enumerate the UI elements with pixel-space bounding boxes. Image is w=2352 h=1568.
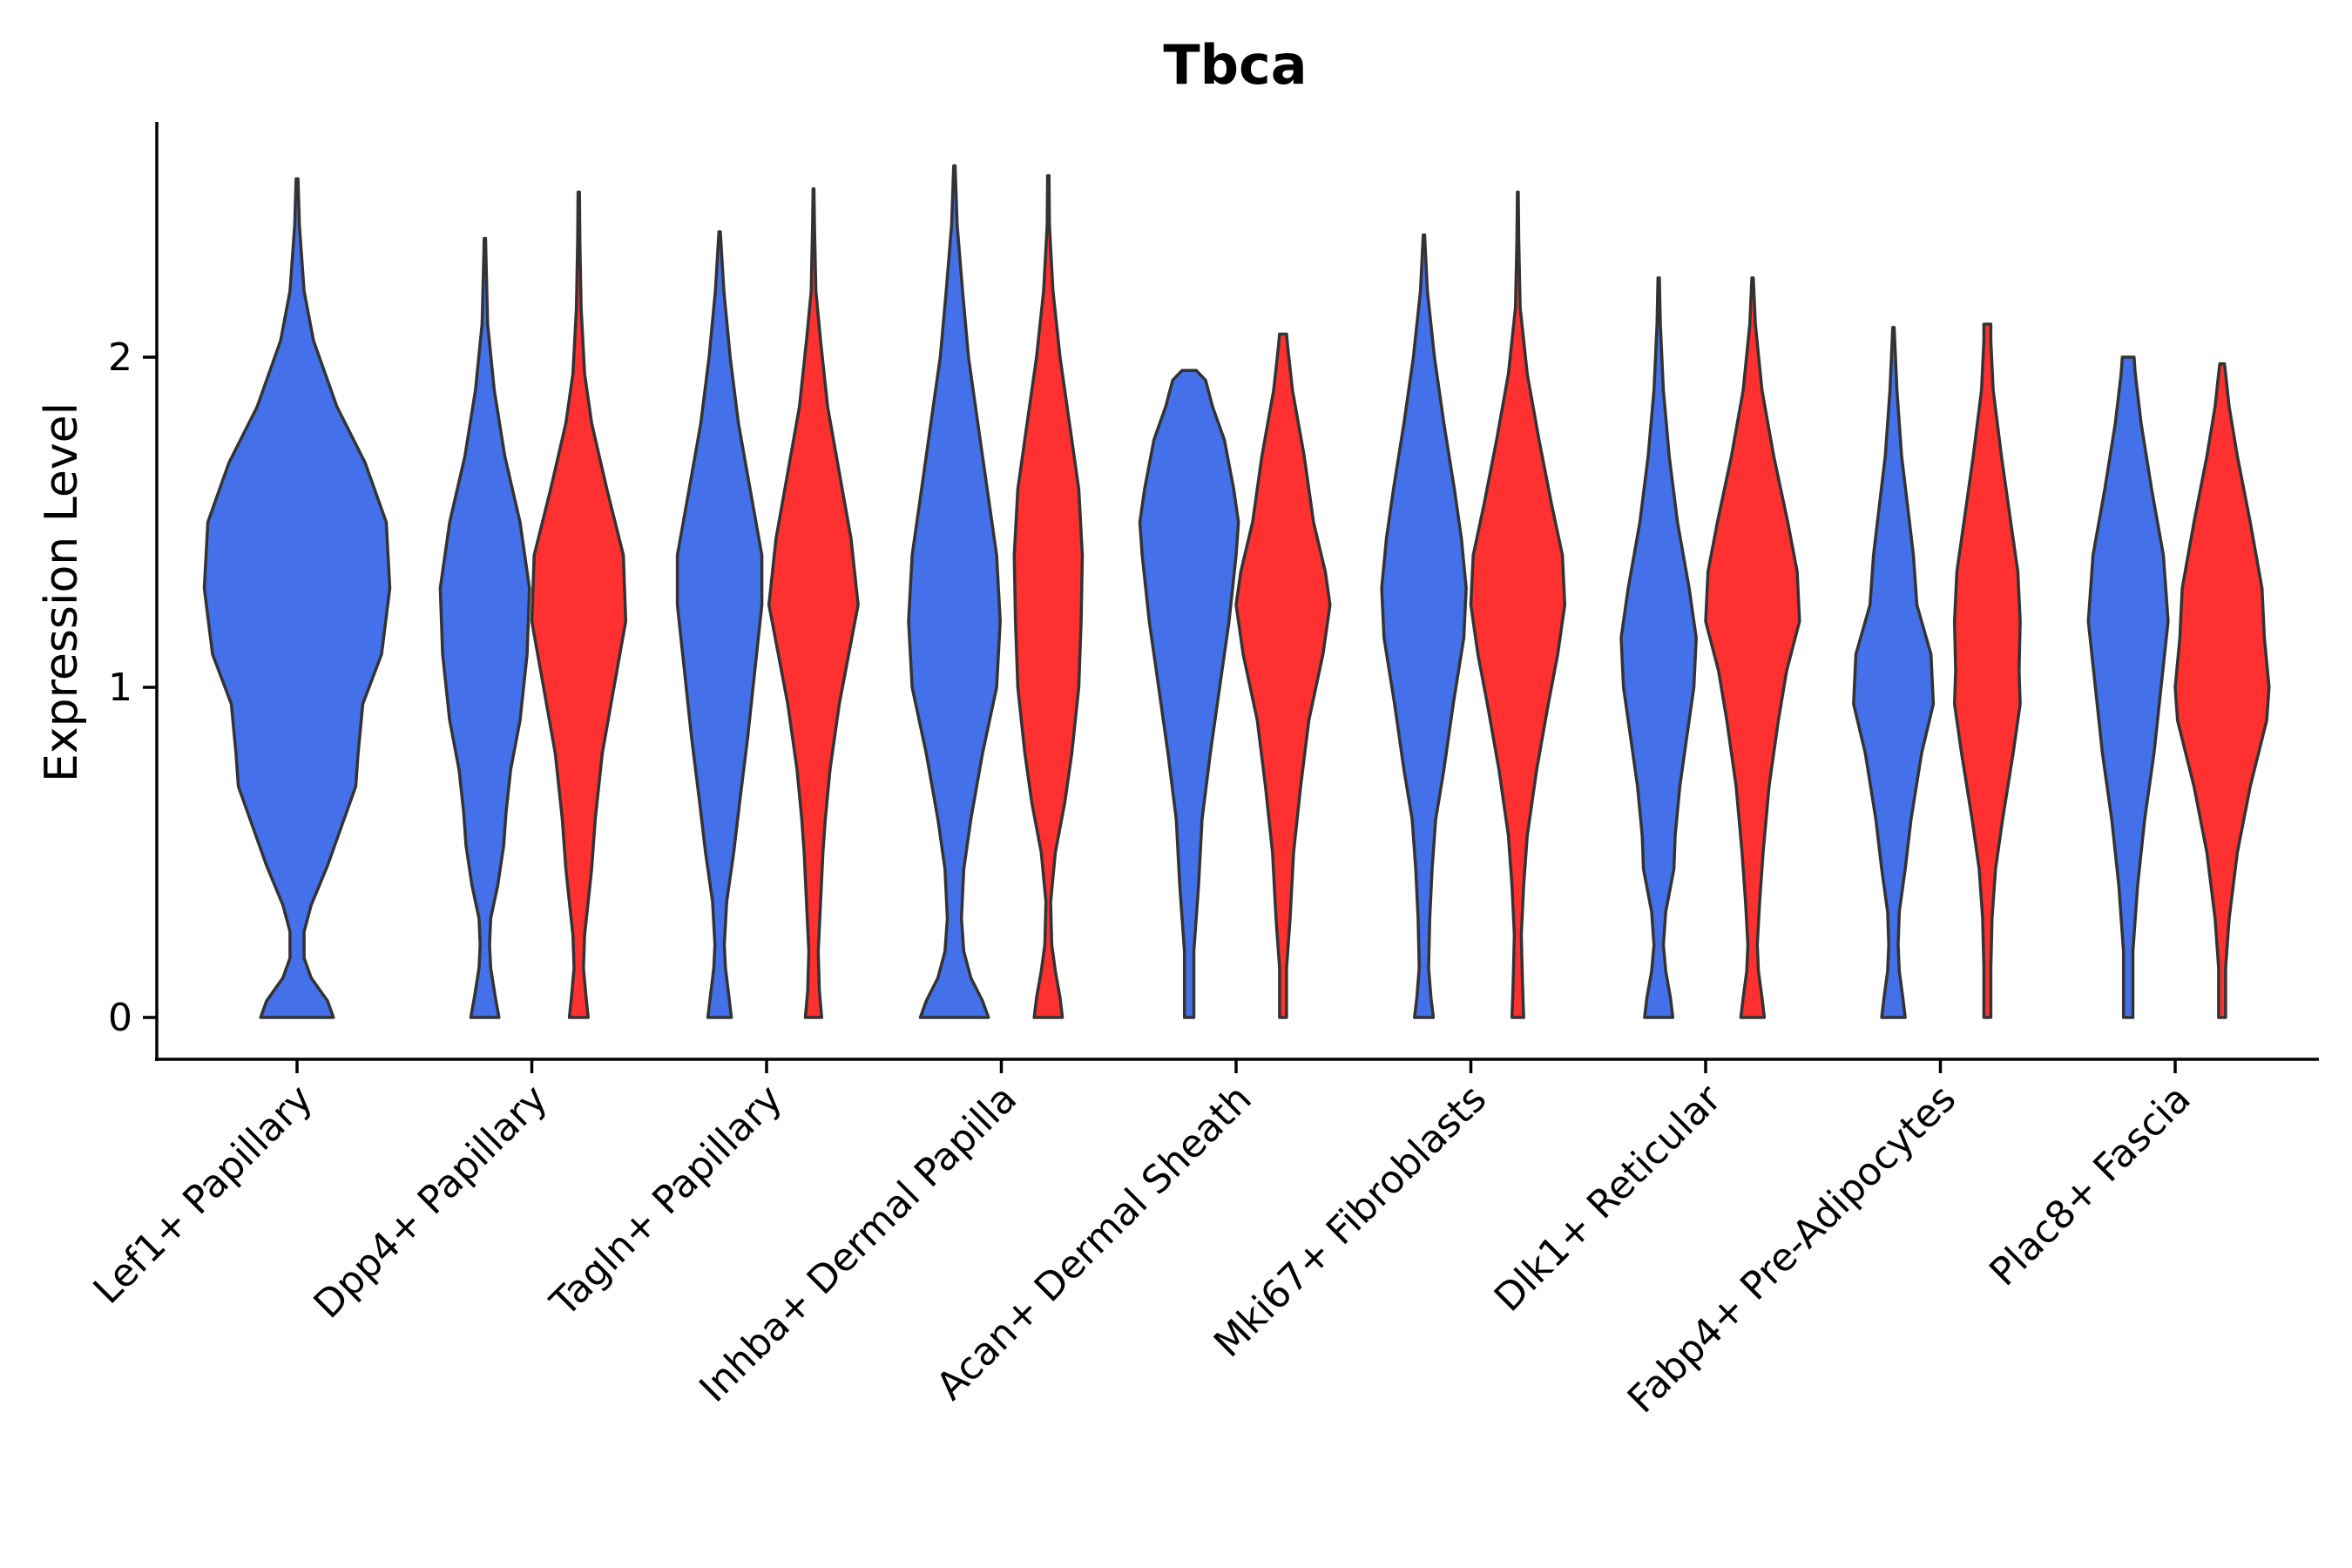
violin-blue bbox=[907, 164, 1002, 1019]
violin-blue bbox=[675, 230, 764, 1019]
violin-red bbox=[767, 186, 860, 1019]
x-tick-label: Mki67+ Fibroblasts bbox=[1206, 1077, 1495, 1366]
y-tick-label: 2 bbox=[108, 335, 132, 380]
violin-blue bbox=[2086, 355, 2170, 1019]
x-tick-label: Plac8+ Fascia bbox=[1981, 1077, 2200, 1295]
y-axis-label: Expression Level bbox=[36, 402, 88, 782]
y-ticks: 0 1 2 bbox=[108, 335, 157, 1040]
violin-red bbox=[1012, 173, 1085, 1019]
x-tick-label: Lef1+ Papillary bbox=[85, 1077, 321, 1313]
y-tick-label: 1 bbox=[108, 666, 132, 710]
x-tick-label: Tagln+ Papillary bbox=[542, 1077, 791, 1326]
x-tick-label: Dlk1+ Reticular bbox=[1486, 1076, 1731, 1321]
violin-red bbox=[1952, 322, 2022, 1019]
x-tick-label: Dpp4+ Papillary bbox=[306, 1077, 557, 1328]
violin-blue bbox=[202, 177, 392, 1019]
violin-blue bbox=[438, 236, 531, 1019]
violin-blue bbox=[1852, 326, 1936, 1019]
violin-blue bbox=[1619, 276, 1698, 1019]
y-tick-label: 0 bbox=[108, 996, 132, 1040]
violin-red bbox=[1234, 332, 1332, 1019]
violins-layer bbox=[202, 164, 2271, 1019]
violin-red bbox=[530, 190, 628, 1019]
violin-red bbox=[1704, 276, 1801, 1019]
violin-blue bbox=[1138, 368, 1240, 1019]
violin-red bbox=[1469, 190, 1567, 1019]
violin-blue bbox=[1380, 233, 1468, 1019]
chart-title: Tbca bbox=[1163, 33, 1307, 97]
violin-red bbox=[2173, 362, 2271, 1019]
